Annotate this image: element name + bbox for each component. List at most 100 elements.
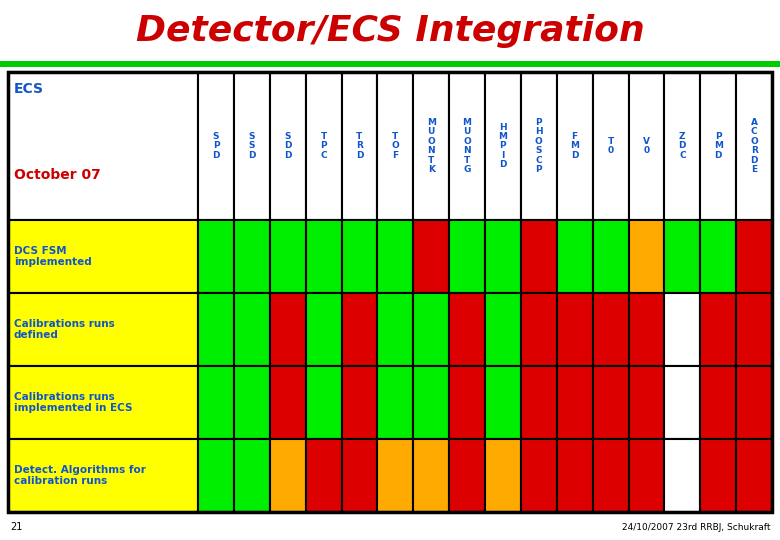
Bar: [593, 220, 629, 293]
Bar: [342, 439, 378, 512]
Bar: [0, 0, 780, 62]
Bar: [449, 366, 485, 439]
Text: T
R
D: T R D: [356, 132, 363, 160]
Text: Calibrations runs
defined: Calibrations runs defined: [14, 319, 115, 340]
Bar: [665, 220, 700, 293]
Bar: [700, 72, 736, 220]
Bar: [378, 366, 413, 439]
Bar: [8, 439, 198, 512]
Bar: [378, 220, 413, 293]
Text: DCS FSM
implemented: DCS FSM implemented: [14, 246, 92, 267]
Bar: [306, 293, 342, 366]
Bar: [485, 366, 521, 439]
Text: Calibrations runs
implemented in ECS: Calibrations runs implemented in ECS: [14, 392, 133, 413]
Text: T
0: T 0: [608, 137, 614, 155]
Text: 24/10/2007 23rd RRBJ, Schukraft: 24/10/2007 23rd RRBJ, Schukraft: [622, 523, 770, 532]
Bar: [198, 293, 234, 366]
Bar: [8, 220, 198, 293]
Text: T
P
C: T P C: [321, 132, 327, 160]
Bar: [198, 366, 234, 439]
Bar: [413, 366, 449, 439]
Bar: [629, 366, 665, 439]
Text: T
O
F: T O F: [392, 132, 399, 160]
Bar: [270, 220, 306, 293]
Bar: [198, 439, 234, 512]
Text: Detector/ECS Integration: Detector/ECS Integration: [136, 14, 644, 48]
Bar: [593, 366, 629, 439]
Text: ECS: ECS: [14, 82, 44, 96]
Bar: [521, 72, 557, 220]
Bar: [234, 220, 270, 293]
Bar: [198, 72, 234, 220]
Bar: [8, 366, 198, 439]
Bar: [449, 72, 485, 220]
Text: M
U
O
N
T
G: M U O N T G: [463, 118, 472, 174]
Bar: [234, 72, 270, 220]
Bar: [700, 439, 736, 512]
Bar: [306, 220, 342, 293]
Bar: [378, 72, 413, 220]
Bar: [234, 366, 270, 439]
Text: P
M
D: P M D: [714, 132, 723, 160]
Bar: [736, 72, 772, 220]
Bar: [557, 439, 593, 512]
Bar: [629, 72, 665, 220]
Text: October 07: October 07: [14, 168, 101, 182]
Bar: [378, 439, 413, 512]
Text: H
M
P
I
D: H M P I D: [498, 123, 508, 169]
Bar: [485, 220, 521, 293]
Bar: [665, 366, 700, 439]
Bar: [8, 293, 198, 366]
Bar: [665, 439, 700, 512]
Bar: [234, 439, 270, 512]
Text: V
0: V 0: [643, 137, 650, 155]
Text: S
D
D: S D D: [284, 132, 292, 160]
Bar: [593, 293, 629, 366]
Bar: [306, 439, 342, 512]
Bar: [413, 439, 449, 512]
Text: F
M
D: F M D: [570, 132, 580, 160]
Bar: [557, 293, 593, 366]
Bar: [521, 220, 557, 293]
Bar: [629, 439, 665, 512]
Bar: [0, 61, 780, 67]
Bar: [306, 72, 342, 220]
Bar: [665, 293, 700, 366]
Bar: [629, 293, 665, 366]
Bar: [306, 366, 342, 439]
Bar: [736, 439, 772, 512]
Bar: [270, 366, 306, 439]
Bar: [234, 293, 270, 366]
Bar: [342, 366, 378, 439]
Bar: [700, 220, 736, 293]
Text: S
P
D: S P D: [212, 132, 220, 160]
Bar: [593, 72, 629, 220]
Bar: [449, 439, 485, 512]
Bar: [342, 220, 378, 293]
Bar: [270, 72, 306, 220]
Bar: [485, 72, 521, 220]
Text: 21: 21: [10, 522, 23, 532]
Text: A
C
O
R
D
E: A C O R D E: [750, 118, 758, 174]
Bar: [342, 293, 378, 366]
Text: P
H
O
S
C
P: P H O S C P: [535, 118, 543, 174]
Text: Z
D
C: Z D C: [679, 132, 686, 160]
Bar: [485, 439, 521, 512]
Bar: [700, 366, 736, 439]
Bar: [736, 293, 772, 366]
Bar: [198, 220, 234, 293]
Bar: [521, 366, 557, 439]
Bar: [557, 72, 593, 220]
Bar: [449, 293, 485, 366]
Bar: [8, 72, 198, 220]
Bar: [270, 293, 306, 366]
Text: M
U
O
N
T
K: M U O N T K: [427, 118, 436, 174]
Bar: [449, 220, 485, 293]
Bar: [700, 293, 736, 366]
Bar: [413, 220, 449, 293]
Bar: [736, 220, 772, 293]
Bar: [521, 293, 557, 366]
Bar: [557, 366, 593, 439]
Bar: [629, 220, 665, 293]
Bar: [8, 72, 772, 512]
